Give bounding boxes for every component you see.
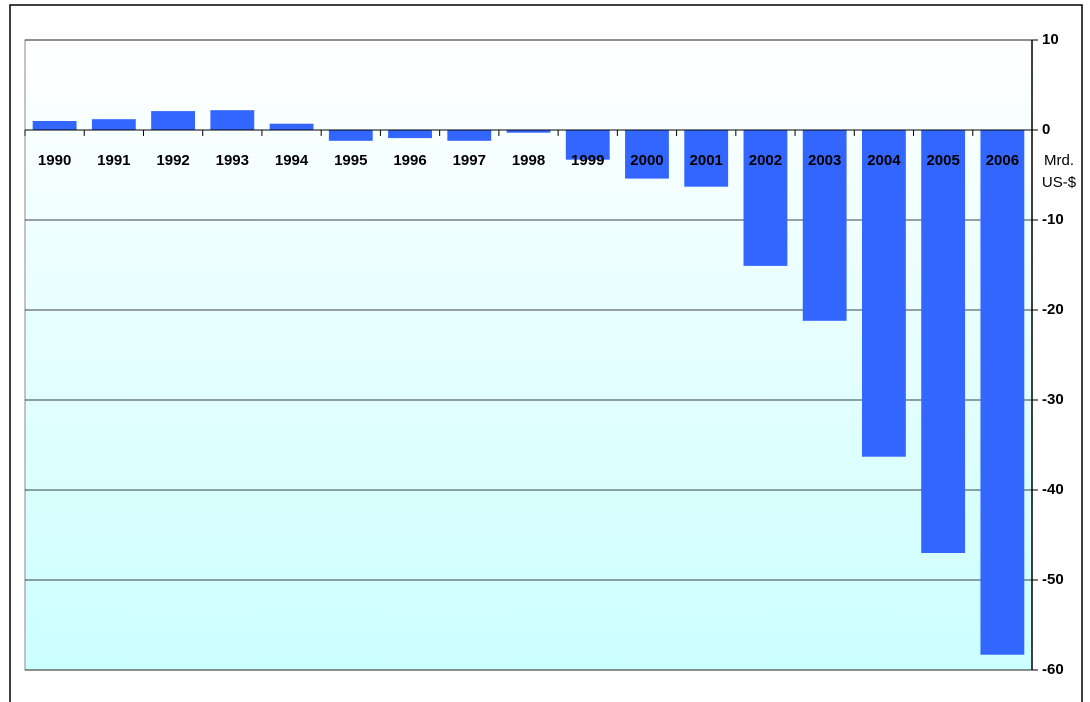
x-tick-label: 1995 xyxy=(334,152,367,169)
x-tick-label: 2004 xyxy=(867,152,901,169)
bar xyxy=(32,121,77,130)
bar xyxy=(565,130,610,160)
bar xyxy=(388,130,432,139)
bar xyxy=(802,130,847,321)
bar xyxy=(506,130,551,133)
y-tick-label: -10 xyxy=(1042,211,1064,228)
bar xyxy=(921,130,966,553)
bar xyxy=(625,130,669,179)
bar xyxy=(269,123,314,130)
x-tick-label: 2000 xyxy=(630,152,663,169)
x-tick-label: 1993 xyxy=(216,152,249,169)
x-tick-label: 1991 xyxy=(97,152,130,169)
y-tick-label: -30 xyxy=(1042,391,1064,408)
y-axis-label: Mrd. US-$ xyxy=(1041,152,1077,191)
y-axis-label-text: Mrd. US-$ xyxy=(1041,152,1077,191)
x-tick-label: 1990 xyxy=(38,152,71,169)
y-tick-label: -50 xyxy=(1042,571,1064,588)
bar xyxy=(447,130,492,141)
x-tick-label: 1994 xyxy=(275,152,309,169)
bar xyxy=(210,110,255,130)
bar xyxy=(743,130,788,266)
bar xyxy=(151,111,196,130)
bar xyxy=(980,130,1025,655)
chart-frame xyxy=(9,4,1083,702)
x-tick-label: 2001 xyxy=(690,152,723,169)
bar xyxy=(684,130,729,187)
y-tick-label: -40 xyxy=(1042,481,1064,498)
x-tick-label: 1998 xyxy=(512,152,545,169)
bar xyxy=(861,130,906,457)
x-tick-label: 1996 xyxy=(393,152,426,169)
x-tick-label: 2003 xyxy=(808,152,841,169)
x-tick-label: 1997 xyxy=(453,152,486,169)
x-tick-label: 1992 xyxy=(156,152,189,169)
x-tick-label: 2002 xyxy=(749,152,782,169)
y-tick-label: 10 xyxy=(1042,31,1059,48)
x-tick-label: 1999 xyxy=(571,152,604,169)
x-tick-label: 2005 xyxy=(926,152,959,169)
bar xyxy=(91,119,136,130)
y-tick-label: -60 xyxy=(1042,661,1064,678)
x-tick-label: 2006 xyxy=(986,152,1019,169)
y-tick-label: -20 xyxy=(1042,301,1064,318)
y-tick-label: 0 xyxy=(1042,121,1050,138)
bar xyxy=(328,130,373,141)
